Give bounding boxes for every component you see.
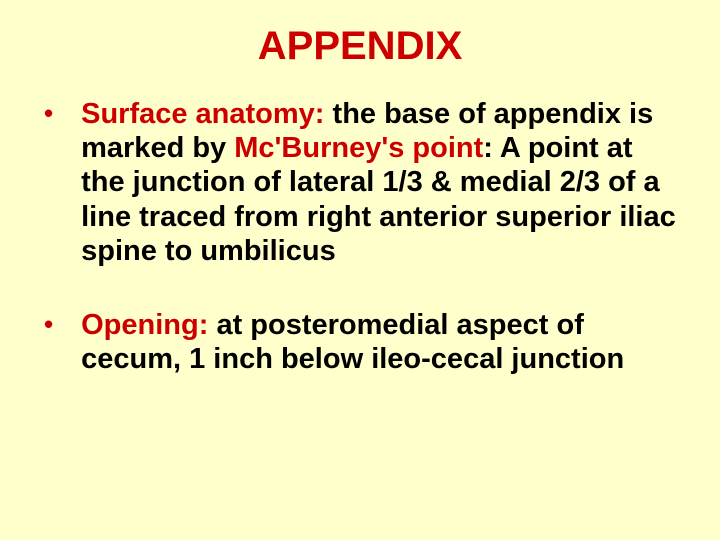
bullet-marker-icon: • [44,97,53,131]
bullet-list: • Surface anatomy: the base of appendix … [40,97,680,377]
bullet-text: Surface anatomy: the base of appendix is… [81,97,680,268]
bullet-text: Opening: at posteromedial aspect of cecu… [81,308,680,376]
slide-container: APPENDIX • Surface anatomy: the base of … [0,0,720,437]
list-item: • Surface anatomy: the base of appendix … [40,97,680,268]
bullet-marker-icon: • [44,308,53,342]
list-item: • Opening: at posteromedial aspect of ce… [40,308,680,376]
text-segment: Surface anatomy: [81,98,332,130]
text-segment: Mc'Burney's point [234,132,483,164]
slide-title: APPENDIX [40,24,680,69]
text-segment: Opening: [81,309,216,341]
